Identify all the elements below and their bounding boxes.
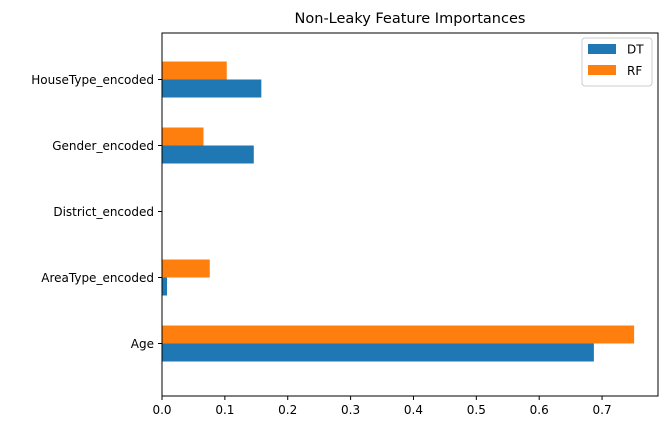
bar-dt-gender-encoded [162, 145, 254, 164]
x-tick-label: 0.5 [467, 403, 486, 417]
bar-dt-age [162, 343, 594, 362]
bar-rf-housetype-encoded [162, 61, 227, 80]
y-tick-label: Gender_encoded [52, 139, 154, 153]
bar-dt-housetype-encoded [162, 79, 262, 98]
x-tick-label: 0.3 [341, 403, 360, 417]
x-tick-label: 0.2 [278, 403, 297, 417]
legend: DT RF [581, 37, 653, 87]
y-tick-label: Age [131, 337, 154, 351]
bar-dt-areatype-encoded [162, 277, 168, 296]
y-tick-label: District_encoded [53, 205, 154, 219]
bar-rf-age [162, 325, 635, 344]
y-tick-label: HouseType_encoded [31, 73, 154, 87]
x-tick-label: 0.7 [593, 403, 612, 417]
y-axis-ticks: Age AreaType_encoded District_encoded Gende… [31, 73, 162, 351]
legend-label-dt: DT [627, 43, 644, 57]
x-tick-label: 0.1 [215, 403, 234, 417]
plot-frame [161, 32, 659, 397]
y-tick-label: AreaType_encoded [41, 271, 154, 285]
legend-swatch-rf [588, 65, 616, 75]
bar-rf-gender-encoded [162, 127, 204, 146]
x-tick-label: 0.0 [152, 403, 171, 417]
x-tick-label: 0.6 [530, 403, 549, 417]
x-tick-label: 0.4 [404, 403, 423, 417]
bar-rf-areatype-encoded [162, 259, 210, 278]
legend-label-rf: RF [627, 64, 642, 78]
bars-group [162, 61, 635, 362]
legend-swatch-dt [588, 44, 616, 54]
x-axis-ticks: 0.0 0.1 0.2 0.3 0.4 0.5 0.6 0.7 [152, 396, 612, 417]
chart-title: Non-Leaky Feature Importances [295, 11, 526, 27]
